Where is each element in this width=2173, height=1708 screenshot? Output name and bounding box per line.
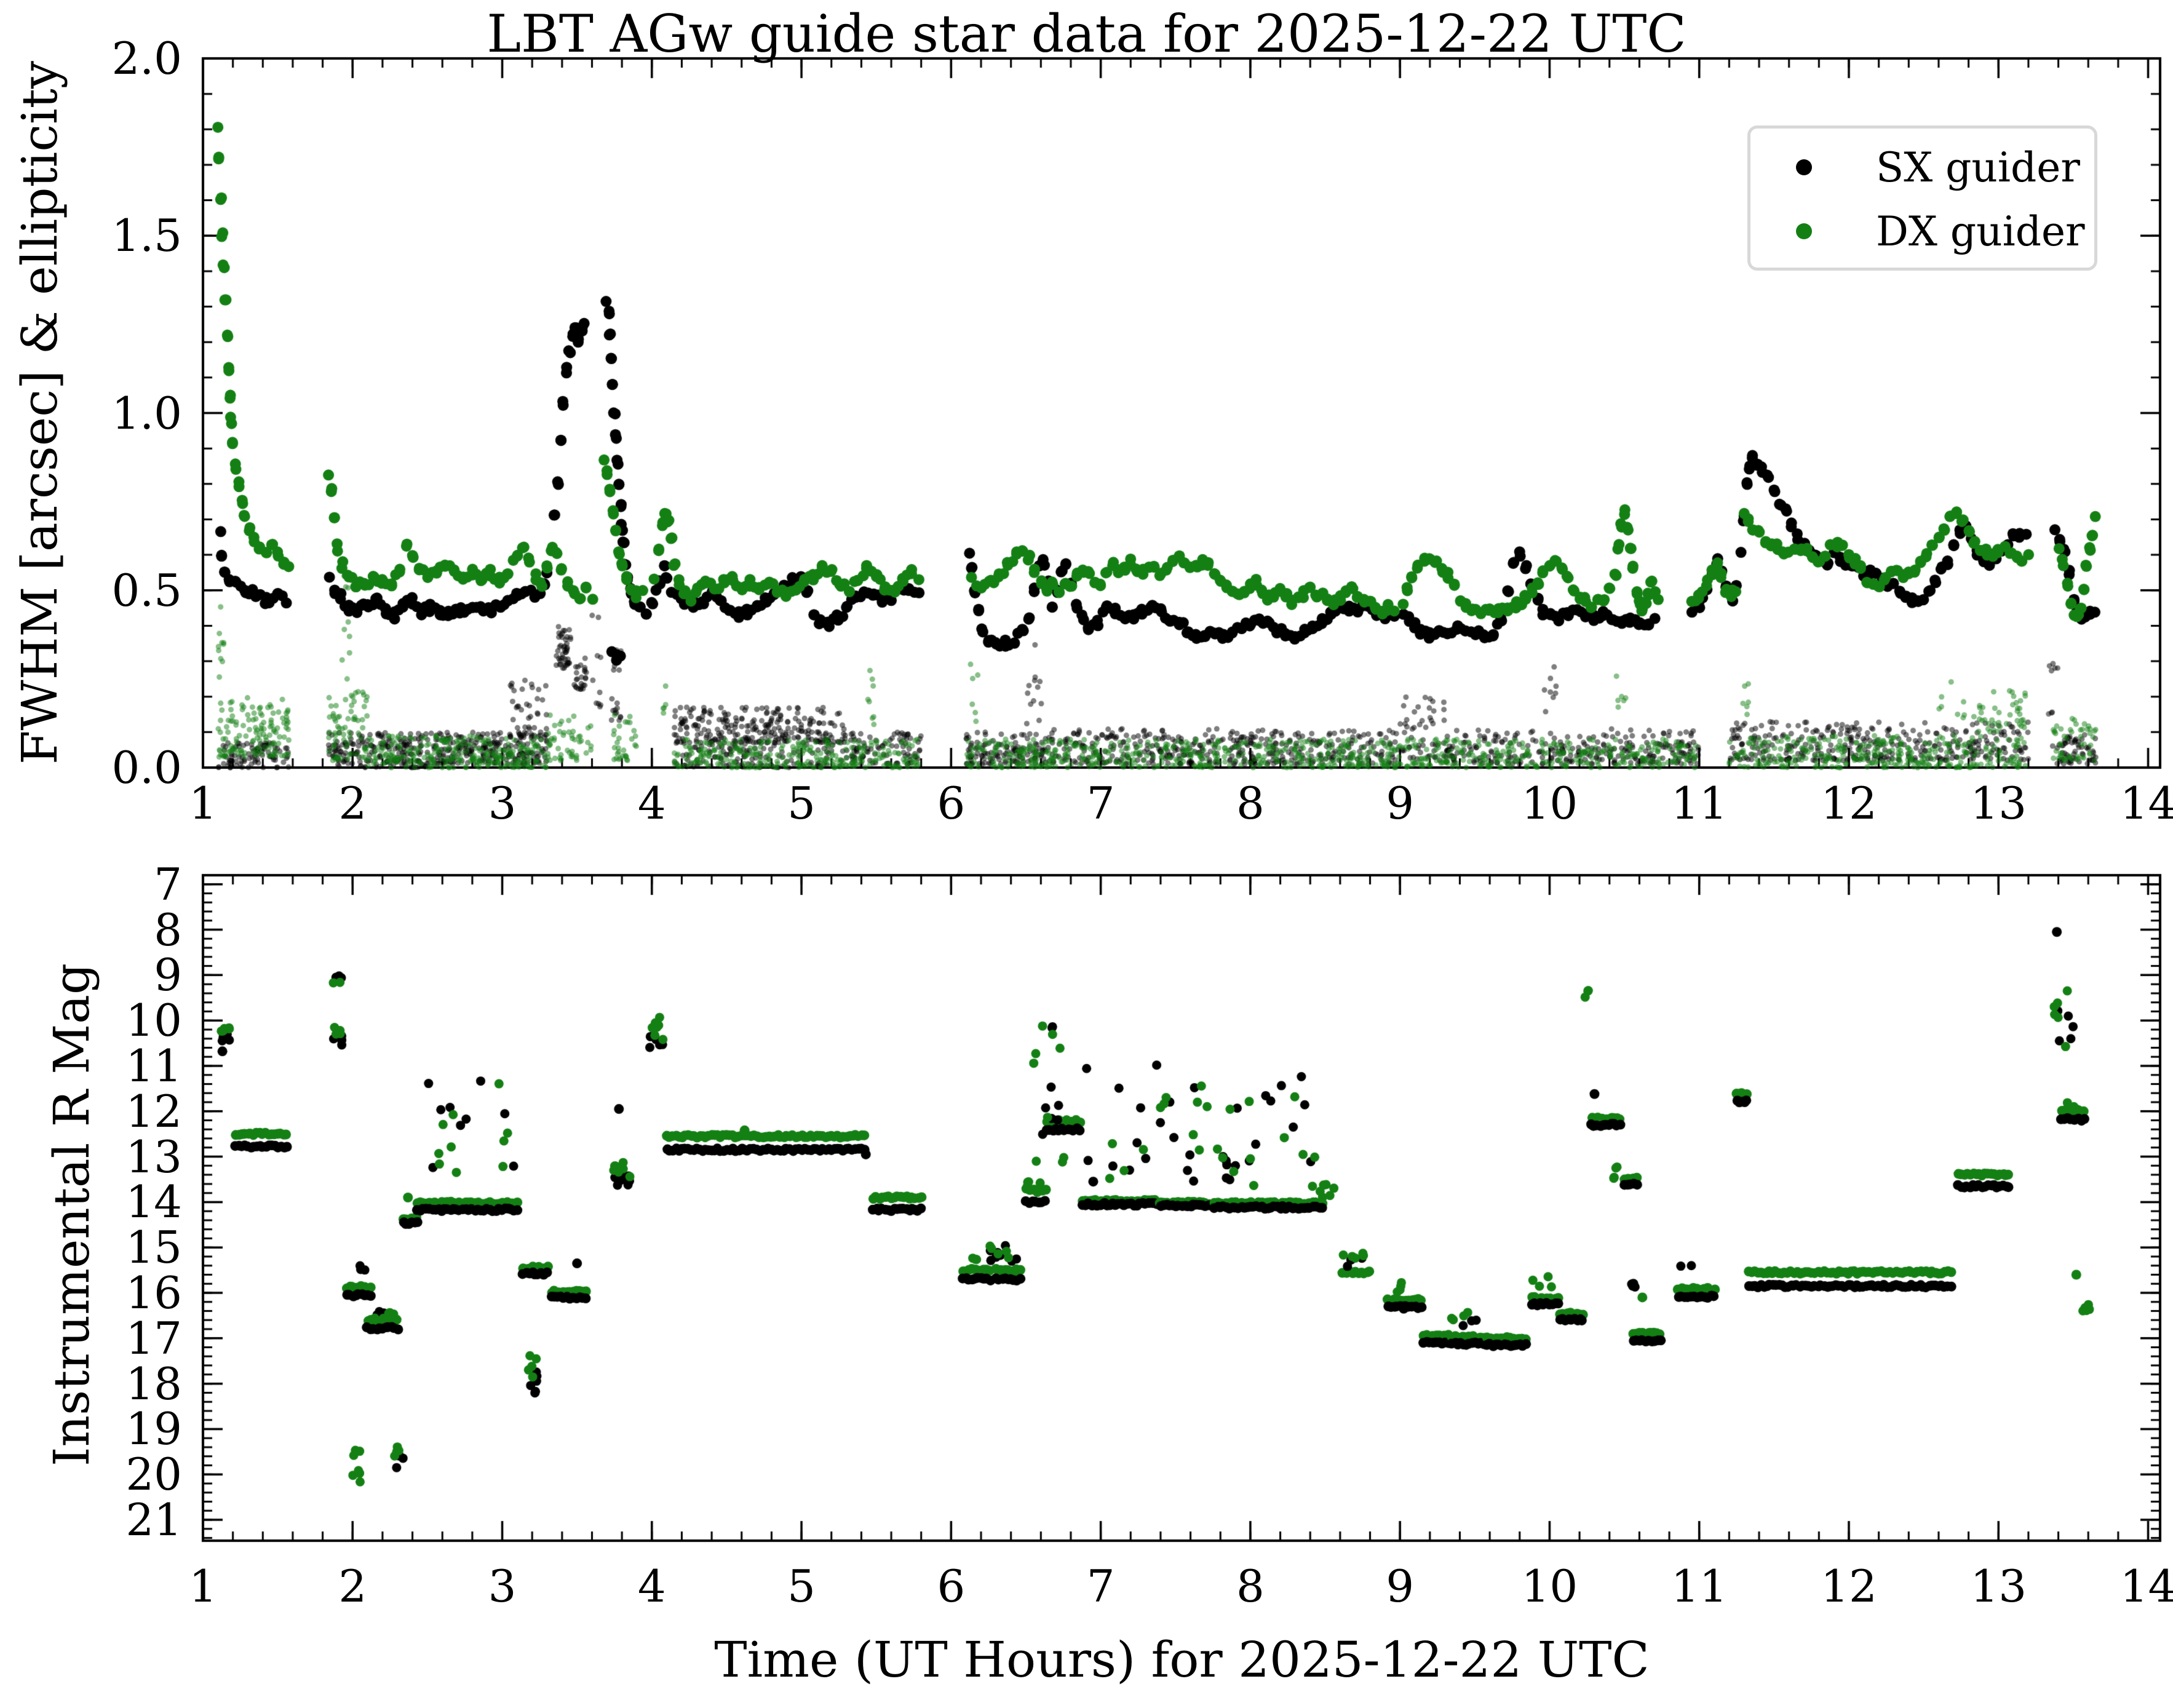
tick-label: 1 xyxy=(189,1560,217,1612)
tick-label: 8 xyxy=(154,904,182,956)
tick-label: 12 xyxy=(1821,777,1877,829)
tick-label: 10 xyxy=(125,995,182,1047)
tick-label: 11 xyxy=(125,1039,182,1092)
tick-label: 17 xyxy=(125,1312,182,1364)
tick-label: 1.5 xyxy=(111,210,182,262)
dx-marker-icon xyxy=(1796,223,1812,239)
tick-label: 6 xyxy=(937,1560,966,1612)
legend-entry-dx: DX guider xyxy=(1750,204,2094,259)
tick-label: 14 xyxy=(2119,1560,2173,1612)
tick-label: 6 xyxy=(937,777,966,829)
tick-label: 20 xyxy=(125,1448,182,1501)
tick-label: 12 xyxy=(1821,1560,1877,1612)
tick-label: 13 xyxy=(125,1130,182,1183)
sx-marker-icon xyxy=(1796,159,1812,175)
tick-label: 9 xyxy=(154,949,182,1001)
tick-label: 11 xyxy=(1670,777,1728,829)
tick-label: 4 xyxy=(637,777,666,829)
tick-label: 8 xyxy=(1236,1560,1265,1612)
tick-label: 8 xyxy=(1236,777,1265,829)
tick-label: 14 xyxy=(2119,777,2173,829)
tick-label: 3 xyxy=(488,777,517,829)
time-axis-label: Time (UT Hours) for 2025-12-22 UTC xyxy=(714,1631,1650,1688)
tick-label: 11 xyxy=(1670,1560,1728,1612)
tick-label: 1 xyxy=(189,777,217,829)
tick-label: 4 xyxy=(637,1560,666,1612)
tick-label: 0.5 xyxy=(111,564,182,616)
tick-label: 2.0 xyxy=(111,33,182,84)
tick-label: 10 xyxy=(1521,777,1578,829)
tick-label: 3 xyxy=(488,1560,517,1612)
tick-label: 13 xyxy=(1970,1560,2027,1612)
tick-label: 13 xyxy=(1970,777,2027,829)
tick-label: 2 xyxy=(338,1560,367,1612)
tick-label: 12 xyxy=(125,1085,182,1137)
tick-label: 18 xyxy=(125,1357,182,1410)
legend: SX guider DX guider xyxy=(1747,125,2097,271)
tick-label: 9 xyxy=(1386,777,1415,829)
tick-label: 5 xyxy=(787,777,816,829)
tick-label: 0.0 xyxy=(111,742,182,793)
chart-title: LBT AGw guide star data for 2025-12-22 U… xyxy=(487,4,1686,64)
tick-label: 7 xyxy=(154,858,182,910)
tick-label: 21 xyxy=(125,1494,182,1546)
legend-label-sx: SX guider xyxy=(1876,143,2080,191)
tick-label: 9 xyxy=(1386,1560,1415,1612)
tick-label: 2 xyxy=(338,777,367,829)
tick-label: 10 xyxy=(1521,1560,1578,1612)
tick-label: 19 xyxy=(125,1403,182,1455)
tick-label: 7 xyxy=(1086,1560,1115,1612)
tick-label: 16 xyxy=(125,1267,182,1319)
legend-label-dx: DX guider xyxy=(1876,207,2085,255)
tick-label: 5 xyxy=(787,1560,816,1612)
legend-entry-sx: SX guider xyxy=(1750,140,2094,195)
tick-label: 14 xyxy=(125,1176,182,1228)
tick-label: 15 xyxy=(125,1221,182,1274)
tick-label: 7 xyxy=(1086,777,1115,829)
tick-label: 1.0 xyxy=(111,387,182,439)
